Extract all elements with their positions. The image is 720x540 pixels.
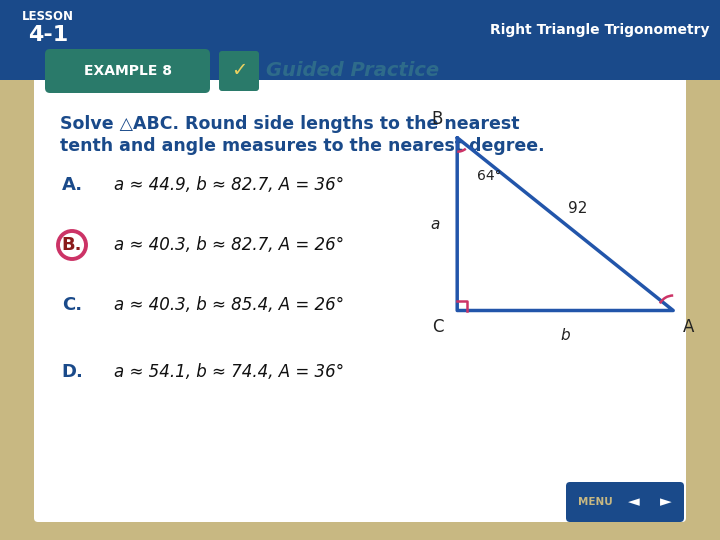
- Text: a: a: [431, 217, 440, 232]
- Text: ►: ►: [660, 495, 672, 510]
- Text: D.: D.: [61, 363, 83, 381]
- FancyBboxPatch shape: [0, 0, 720, 65]
- Text: b: b: [560, 328, 570, 343]
- Text: A.: A.: [61, 176, 83, 194]
- Text: Right Triangle Trigonometry: Right Triangle Trigonometry: [490, 23, 710, 37]
- Text: 92: 92: [567, 200, 587, 215]
- Text: a ≈ 54.1, b ≈ 74.4, A = 36°: a ≈ 54.1, b ≈ 74.4, A = 36°: [114, 363, 344, 381]
- Text: B: B: [432, 110, 444, 127]
- Text: MENU: MENU: [577, 497, 613, 507]
- Text: 64°: 64°: [477, 168, 502, 183]
- FancyBboxPatch shape: [0, 0, 98, 65]
- Text: Guided Practice: Guided Practice: [266, 62, 439, 80]
- Text: Solve △ABC. Round side lengths to the nearest: Solve △ABC. Round side lengths to the ne…: [60, 115, 520, 133]
- Text: C.: C.: [62, 296, 82, 314]
- FancyBboxPatch shape: [34, 42, 686, 522]
- Text: tenth and angle measures to the nearest degree.: tenth and angle measures to the nearest …: [60, 137, 544, 155]
- Text: C: C: [432, 319, 444, 336]
- Text: EXAMPLE 8: EXAMPLE 8: [84, 64, 172, 78]
- Text: a ≈ 44.9, b ≈ 82.7, A = 36°: a ≈ 44.9, b ≈ 82.7, A = 36°: [114, 176, 344, 194]
- FancyBboxPatch shape: [0, 60, 720, 80]
- Text: B.: B.: [62, 236, 82, 254]
- FancyBboxPatch shape: [219, 51, 259, 91]
- Text: LESSON: LESSON: [22, 10, 74, 23]
- FancyBboxPatch shape: [650, 486, 682, 518]
- Text: ◄: ◄: [628, 495, 640, 510]
- Text: a ≈ 40.3, b ≈ 82.7, A = 26°: a ≈ 40.3, b ≈ 82.7, A = 26°: [114, 236, 344, 254]
- Text: a ≈ 40.3, b ≈ 85.4, A = 26°: a ≈ 40.3, b ≈ 85.4, A = 26°: [114, 296, 344, 314]
- FancyBboxPatch shape: [45, 49, 210, 93]
- FancyBboxPatch shape: [618, 486, 650, 518]
- Text: A: A: [683, 319, 695, 336]
- FancyBboxPatch shape: [566, 482, 684, 522]
- Text: 4-1: 4-1: [28, 25, 68, 45]
- Text: ✓: ✓: [231, 62, 247, 80]
